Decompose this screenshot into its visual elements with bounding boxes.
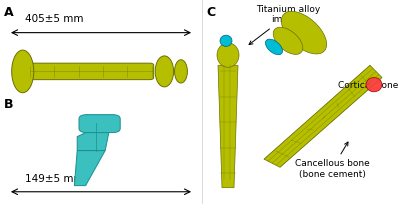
- Ellipse shape: [174, 60, 187, 83]
- Text: C: C: [206, 6, 215, 19]
- Ellipse shape: [12, 50, 34, 93]
- Ellipse shape: [155, 56, 174, 87]
- Text: Cortical bone: Cortical bone: [338, 81, 398, 90]
- FancyBboxPatch shape: [79, 115, 120, 133]
- Text: Titanium alloy
implant: Titanium alloy implant: [249, 5, 320, 44]
- Ellipse shape: [281, 11, 327, 54]
- Ellipse shape: [273, 27, 303, 54]
- Text: 149±5 mm: 149±5 mm: [25, 174, 83, 184]
- Text: Cancellous bone
(bone cement): Cancellous bone (bone cement): [295, 142, 369, 178]
- FancyBboxPatch shape: [13, 63, 154, 80]
- Text: B: B: [4, 98, 14, 111]
- Polygon shape: [264, 65, 382, 167]
- Polygon shape: [77, 123, 111, 151]
- Ellipse shape: [366, 78, 382, 92]
- Ellipse shape: [220, 35, 232, 47]
- Ellipse shape: [217, 43, 239, 67]
- Polygon shape: [218, 65, 238, 188]
- Ellipse shape: [266, 39, 282, 55]
- Polygon shape: [74, 151, 105, 186]
- Text: A: A: [4, 6, 14, 19]
- Text: 405±5 mm: 405±5 mm: [25, 14, 83, 24]
